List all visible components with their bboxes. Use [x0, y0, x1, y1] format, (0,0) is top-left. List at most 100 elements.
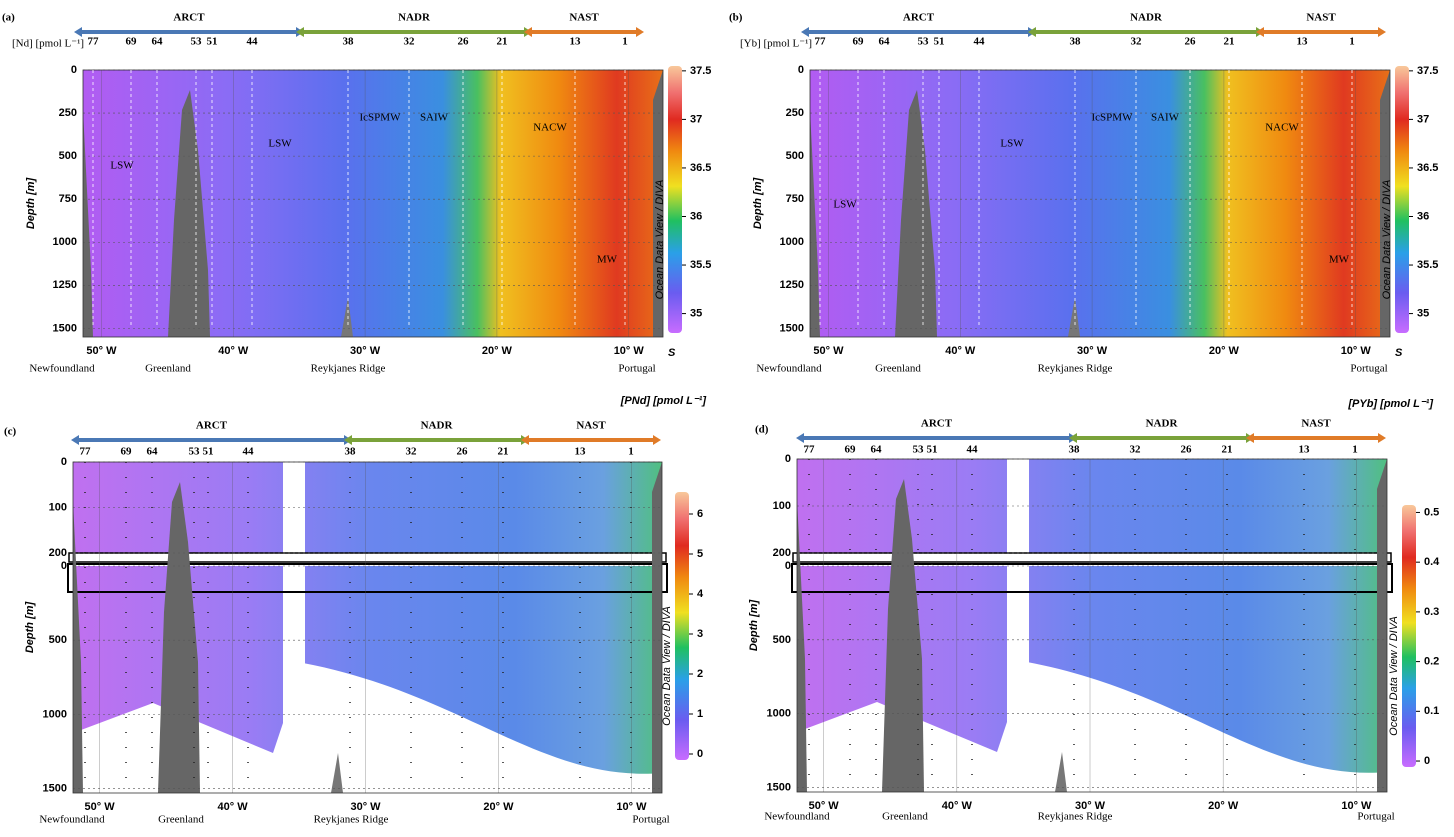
ridge	[341, 297, 353, 337]
colorbar-title: S	[1395, 347, 1403, 359]
y-tick-label: 1000	[53, 236, 77, 248]
station-label: 69	[121, 446, 133, 458]
province-name: NAST	[1301, 418, 1331, 430]
station-label: 32	[404, 36, 416, 48]
water-mass-label: LSW	[833, 199, 857, 211]
colorbar-tick-label: 37.5	[690, 65, 711, 77]
y-tick-label: 0	[61, 456, 67, 468]
x-tick-label: 30° W	[350, 801, 381, 813]
y-tick-label: 1500	[780, 322, 804, 334]
x-tick-label: 50° W	[813, 345, 844, 357]
station-label: 64	[871, 444, 883, 456]
x-tick-label: 20° W	[482, 345, 513, 357]
station-label: 38	[343, 36, 355, 48]
station-label: 51	[207, 36, 218, 48]
y-tick-label: 1250	[53, 279, 77, 291]
station-label: 44	[967, 444, 979, 456]
colorbar-tick-label: 0.4	[1424, 556, 1440, 568]
station-label: 51	[927, 444, 938, 456]
location-label: Greenland	[882, 811, 928, 823]
location-label: Newfoundland	[39, 814, 105, 826]
province-name: NADR	[1146, 418, 1179, 430]
province-name: ARCT	[921, 418, 953, 430]
colorbar-tick-label: 2	[697, 668, 703, 680]
water-mass-label: LSW	[1000, 138, 1024, 150]
station-label: 77	[804, 444, 816, 456]
y-tick-label: 0	[61, 560, 67, 572]
field	[810, 70, 1390, 337]
water-mass-label: LSW	[268, 138, 292, 150]
station-label: 32	[406, 446, 418, 458]
colorbar	[1395, 66, 1409, 333]
station-label: 13	[1299, 444, 1311, 456]
province-name: NADR	[1130, 12, 1163, 24]
bathymetry	[158, 482, 200, 793]
bathymetry	[73, 502, 83, 793]
colorbar-tick-label: 35.5	[690, 259, 711, 271]
y-tick-label: 750	[59, 193, 77, 205]
y-tick-label: 750	[786, 193, 804, 205]
ridge	[1055, 752, 1067, 792]
station-label: 51	[934, 36, 945, 48]
x-tick-label: 30° W	[1075, 800, 1106, 812]
water-mass-label: NACW	[533, 122, 567, 134]
station-label: 26	[1185, 36, 1197, 48]
station-label: 77	[88, 36, 100, 48]
province-name: NADR	[421, 420, 454, 432]
watermark: Ocean Data View / DIVA	[1388, 616, 1400, 736]
colorbar	[1402, 505, 1416, 767]
x-tick-label: 10° W	[1341, 800, 1372, 812]
plot-frame	[82, 69, 664, 338]
colorbar-tick-label: 0.2	[1424, 656, 1439, 668]
water-mass-label: MW	[597, 254, 618, 266]
y-tick-label: 200	[49, 547, 67, 559]
bathymetry	[810, 110, 820, 337]
station-label: 44	[243, 446, 255, 458]
axis-break	[68, 552, 667, 563]
zoom-box	[67, 563, 668, 593]
location-label: Portugal	[1357, 811, 1394, 823]
location-label: Reykjanes Ridge	[1038, 363, 1113, 375]
station-label: 64	[879, 36, 891, 48]
bathymetry	[1380, 70, 1390, 337]
station-label: 21	[1222, 444, 1233, 456]
x-tick-label: 50° W	[809, 800, 840, 812]
station-label: 1	[1349, 36, 1355, 48]
bathymetry	[895, 90, 937, 337]
colorbar-tick-label: 36.5	[690, 162, 711, 174]
colorbar-tick-label: 0.5	[1424, 506, 1439, 518]
station-label: 38	[1070, 36, 1082, 48]
x-tick-label: 20° W	[1209, 345, 1240, 357]
colorbar	[675, 492, 689, 760]
panel-label: (b)	[729, 12, 743, 24]
x-tick-label: 40° W	[218, 801, 249, 813]
province-name: ARCT	[173, 12, 205, 24]
location-label: Reykjanes Ridge	[1038, 811, 1113, 823]
water-mass-label: IcSPMW	[1092, 112, 1134, 124]
y-axis-label: Depth [m]	[752, 178, 764, 230]
province-name: ARCT	[903, 12, 935, 24]
ridge	[1068, 297, 1080, 337]
station-label: 44	[974, 36, 986, 48]
location-label: Reykjanes Ridge	[311, 363, 386, 375]
x-tick-label: 10° W	[616, 801, 647, 813]
province-name: ARCT	[196, 420, 228, 432]
station-label: 77	[80, 446, 92, 458]
location-label: Portugal	[632, 814, 669, 826]
data-gap	[283, 462, 305, 793]
location-label: Greenland	[158, 814, 204, 826]
y-tick-label: 500	[773, 634, 791, 646]
station-label: 32	[1130, 444, 1142, 456]
station-label: 69	[853, 36, 865, 48]
y-tick-label: 500	[49, 634, 67, 646]
station-label: 13	[570, 36, 582, 48]
y-tick-label: 0	[785, 453, 791, 465]
x-tick-label: 50° W	[86, 345, 117, 357]
y-tick-label: 1250	[780, 279, 804, 291]
station-label: 13	[575, 446, 587, 458]
station-label: 21	[497, 36, 508, 48]
y-tick-label: 1000	[767, 708, 791, 720]
x-tick-label: 20° W	[1208, 800, 1239, 812]
y-tick-label: 250	[59, 107, 77, 119]
colorbar-tick-label: 37.5	[1417, 65, 1438, 77]
